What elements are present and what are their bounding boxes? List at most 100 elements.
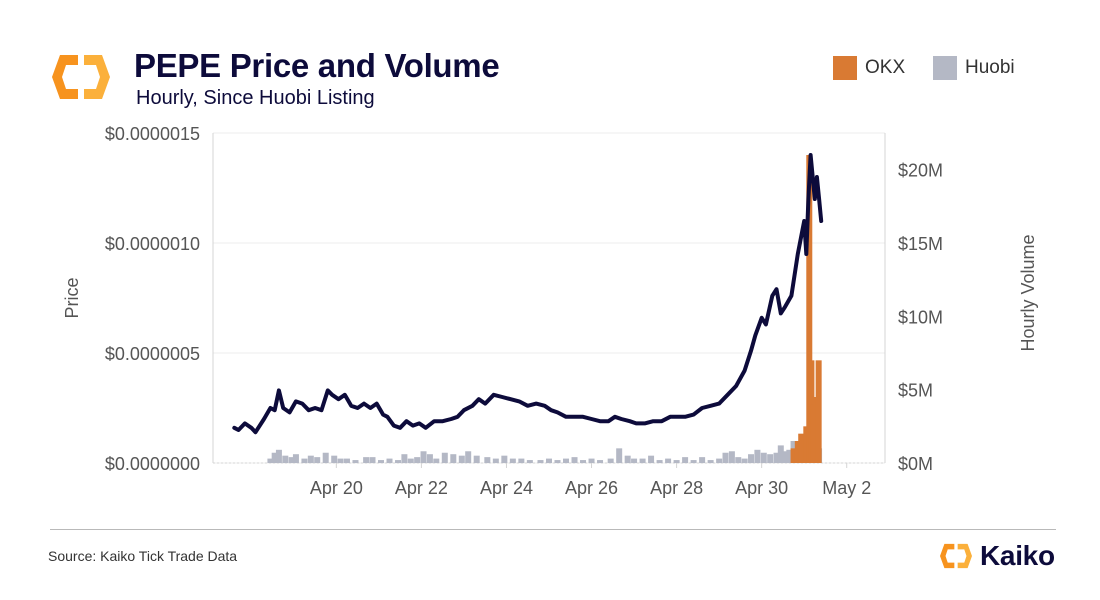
volume-bar-okx xyxy=(815,360,822,463)
volume-bar-huobi xyxy=(395,460,402,463)
y-left-axis-title: Price xyxy=(62,277,82,318)
legend-label-huobi: Huobi xyxy=(965,57,1015,78)
volume-bar-huobi xyxy=(722,452,729,463)
x-tick-label: Apr 22 xyxy=(395,478,448,498)
volume-bar-huobi xyxy=(331,455,338,463)
volume-bar-huobi xyxy=(707,460,714,463)
volume-bar-huobi xyxy=(282,455,289,463)
x-tick-label: Apr 20 xyxy=(310,478,363,498)
volume-bar-huobi xyxy=(631,458,638,463)
x-tick-label: Apr 24 xyxy=(480,478,533,498)
volume-bar-huobi xyxy=(546,458,552,463)
footer-brand: Kaiko xyxy=(940,540,1055,572)
volume-bar-huobi xyxy=(656,460,663,463)
volume-bar-huobi xyxy=(458,455,465,463)
volume-bar-huobi xyxy=(563,458,570,463)
y-right-tick-label: $20M xyxy=(898,161,943,181)
y-left-tick-label: $0.0000005 xyxy=(105,344,200,364)
volume-bar-huobi xyxy=(571,457,578,463)
y-right-tick-label: $5M xyxy=(898,381,933,401)
volume-bar-huobi xyxy=(288,457,295,463)
chart-subtitle: Hourly, Since Huobi Listing xyxy=(136,87,375,109)
volume-bar-huobi xyxy=(597,460,604,463)
volume-bar-huobi xyxy=(782,451,789,463)
volume-bar-huobi xyxy=(728,451,735,463)
volume-bar-huobi xyxy=(267,458,274,463)
volume-bar-huobi xyxy=(501,455,508,463)
volume-bar-huobi xyxy=(786,449,793,463)
kaiko-logo-icon xyxy=(52,55,110,99)
x-tick-label: Apr 26 xyxy=(565,478,618,498)
volume-bar-huobi xyxy=(420,451,427,463)
volume-bar-huobi xyxy=(292,454,299,463)
volume-bar-huobi xyxy=(484,457,491,463)
volume-bar-huobi xyxy=(773,452,780,463)
volume-bar-huobi xyxy=(741,458,748,463)
volume-bar-huobi xyxy=(580,460,587,463)
volume-bar-huobi xyxy=(363,457,370,463)
kaiko-footer-logo-icon xyxy=(940,543,972,569)
volume-bar-huobi xyxy=(777,445,784,463)
chart-title: PEPE Price and Volume xyxy=(134,47,500,84)
y-right-tick-label: $0M xyxy=(898,454,933,474)
volume-bar-huobi xyxy=(441,452,448,463)
volume-bar-huobi xyxy=(401,454,408,463)
volume-bar-huobi xyxy=(433,458,440,463)
volume-bar-huobi xyxy=(588,458,595,463)
volume-bar-huobi xyxy=(271,452,278,463)
volume-bar-huobi xyxy=(665,458,672,463)
volume-bar-huobi xyxy=(314,457,321,463)
volume-bar-huobi xyxy=(473,455,480,463)
volume-bar-huobi xyxy=(275,449,282,463)
volume-bar-huobi xyxy=(322,452,329,463)
volume-bar-huobi xyxy=(492,458,499,463)
volume-bar-huobi xyxy=(465,451,472,463)
volume-bar-huobi xyxy=(426,454,433,463)
volume-bar-huobi xyxy=(754,449,761,463)
y-left-tick-label: $0.0000015 xyxy=(105,124,200,144)
volume-bar-huobi xyxy=(337,458,344,463)
volume-bar-huobi xyxy=(407,458,414,463)
volume-bar-huobi xyxy=(307,455,314,463)
volume-bar-huobi xyxy=(682,457,689,463)
source-note: Source: Kaiko Tick Trade Data xyxy=(48,548,238,564)
volume-bar-huobi xyxy=(748,454,755,463)
footer-divider xyxy=(50,529,1056,530)
volume-bar-huobi xyxy=(648,455,655,463)
okx-swatch xyxy=(833,56,857,80)
volume-bar-huobi xyxy=(607,458,614,463)
y-right-tick-label: $15M xyxy=(898,234,943,254)
volume-bar-huobi xyxy=(537,460,544,463)
volume-bar-huobi xyxy=(554,460,561,463)
y-left-tick-label: $0.0000010 xyxy=(105,234,200,254)
volume-bar-huobi xyxy=(690,460,697,463)
volume-bar-huobi xyxy=(343,458,350,463)
legend-label-okx: OKX xyxy=(865,57,906,78)
volume-bar-huobi xyxy=(699,457,706,463)
volume-bar-huobi xyxy=(639,458,646,463)
volume-bar-huobi xyxy=(767,454,774,463)
volume-bar-okx xyxy=(790,448,797,463)
volume-bar-okx xyxy=(806,155,813,463)
volume-bar-huobi xyxy=(735,457,742,463)
volume-bar-huobi xyxy=(369,457,376,463)
y-left-tick-label: $0.0000000 xyxy=(105,454,200,474)
legend-item-okx: OKX xyxy=(833,56,905,80)
y-right-tick-label: $10M xyxy=(898,307,943,327)
volume-bar-huobi xyxy=(414,457,421,463)
volume-bar-huobi xyxy=(301,458,308,463)
volume-bar-okx xyxy=(798,433,805,463)
huobi-swatch xyxy=(933,56,957,80)
volume-bar-okx xyxy=(794,441,801,463)
volume-bar-huobi xyxy=(624,455,631,463)
brand-name: Kaiko xyxy=(980,540,1055,571)
legend-item-huobi: Huobi xyxy=(933,56,1015,80)
volume-bar-huobi xyxy=(518,458,525,463)
y-right-axis-title: Hourly Volume xyxy=(1018,234,1038,351)
volume-bar-huobi xyxy=(526,460,533,463)
volume-bar-huobi xyxy=(509,458,516,463)
volume-bar-huobi xyxy=(673,460,680,463)
volume-bar-huobi xyxy=(450,454,457,463)
volume-bar-huobi xyxy=(378,460,384,463)
